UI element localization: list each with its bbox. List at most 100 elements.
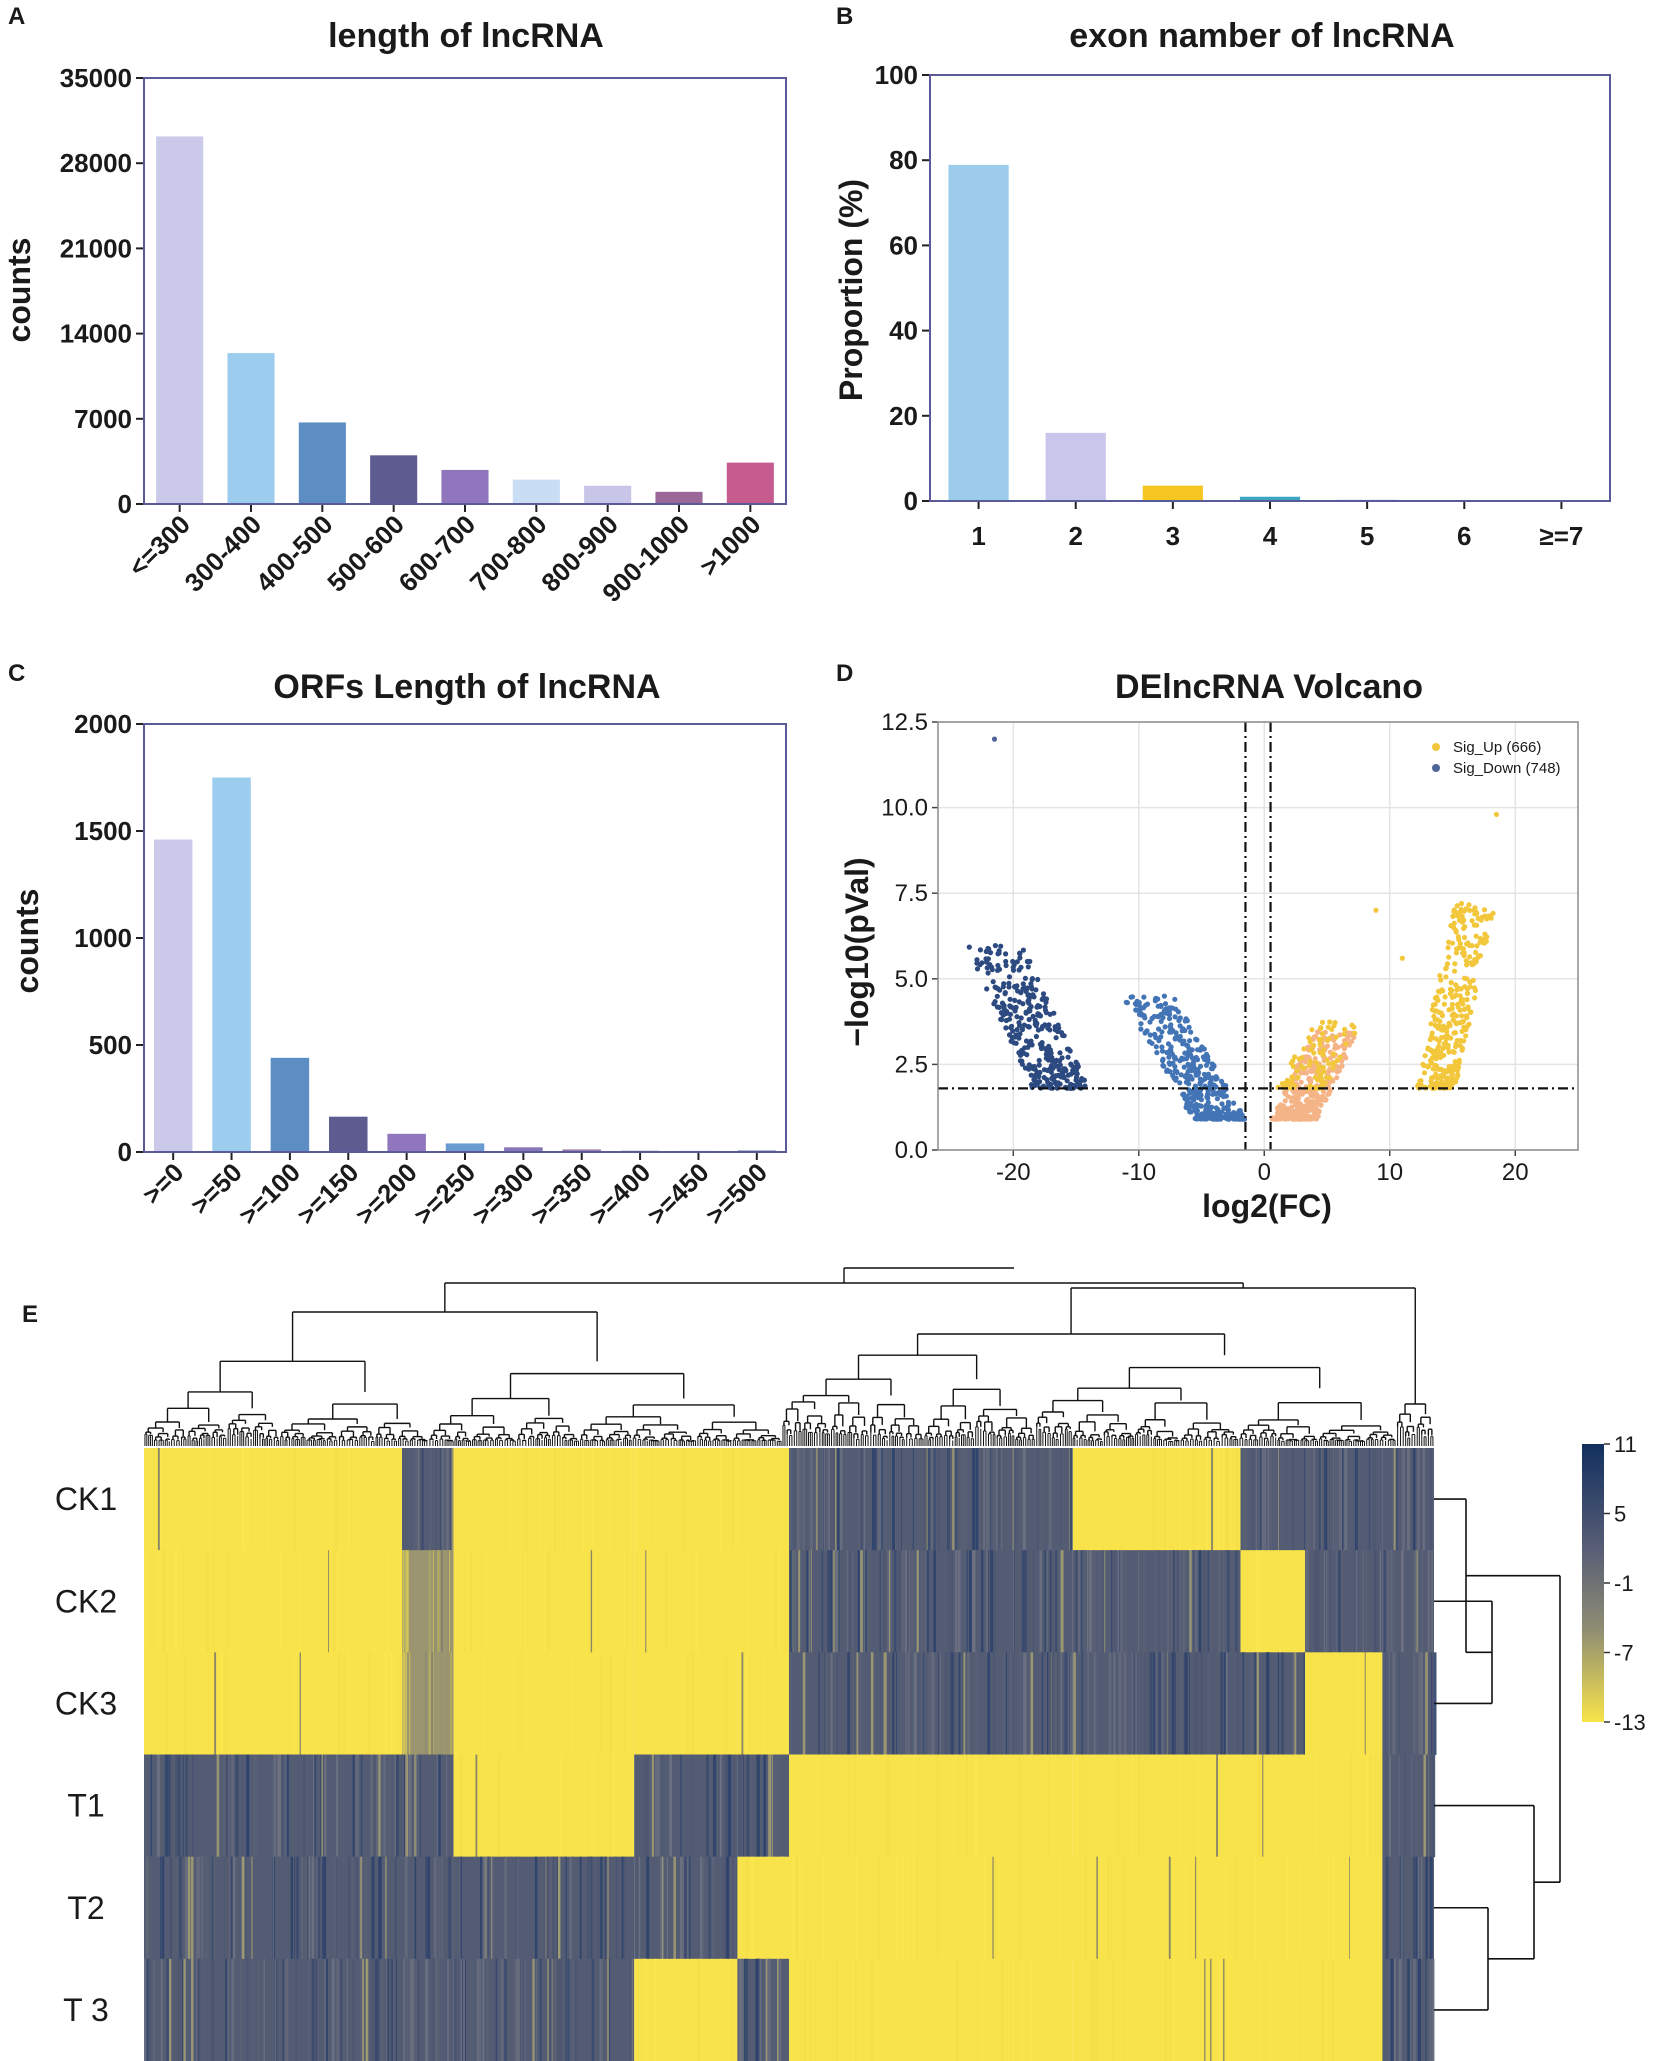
heatmap-stripe <box>1051 1754 1054 1858</box>
heatmap-stripe <box>600 1856 603 1960</box>
heatmap-stripe <box>517 1958 520 2061</box>
heatmap-stripe <box>1055 1550 1057 1653</box>
chart-d-point-down-near-94 <box>1160 1058 1166 1064</box>
heatmap-stripe <box>421 1652 424 1755</box>
heatmap-stripe <box>1022 1448 1026 1551</box>
heatmap-stripe <box>419 1448 423 1551</box>
heatmap-stripe <box>424 1448 427 1551</box>
heatmap-block-4-row-0 <box>737 1448 789 1551</box>
heatmap-stripe <box>321 1856 324 1960</box>
heatmap-stripe <box>315 1856 319 1960</box>
heatmap-stripe <box>434 1856 437 1960</box>
heatmap-stripe <box>184 1856 188 1960</box>
heatmap-stripe <box>755 1754 758 1858</box>
chart-d-point-up-far-307 <box>1432 1066 1438 1072</box>
heatmap-stripe <box>597 1754 599 1858</box>
heatmap-stripe <box>1193 1856 1196 1960</box>
heatmap-stripe <box>730 1550 732 1653</box>
heatmap-stripe <box>1135 1652 1137 1755</box>
chart-d-point-up-far-238 <box>1456 1060 1462 1066</box>
heatmap-stripe <box>802 1448 805 1551</box>
heatmap-stripe <box>348 1754 352 1858</box>
heatmap-stripe <box>952 1448 956 1551</box>
heatmap-stripe <box>1123 1652 1127 1755</box>
chart-c-bar-5 <box>445 1143 485 1152</box>
heatmap-stripe <box>957 1550 961 1653</box>
heatmap-stripe <box>1048 1856 1051 1960</box>
heatmap-stripe <box>620 1448 623 1551</box>
heatmap-stripe <box>1092 1958 1095 2061</box>
chart-d-point-up-far-282 <box>1433 1036 1439 1042</box>
chart-d-point-up-mid-5 <box>1313 1059 1319 1066</box>
heatmap-stripe <box>461 1754 464 1858</box>
heatmap-stripe <box>738 1958 742 2061</box>
heatmap-stripe <box>485 1550 487 1653</box>
heatmap-stripe <box>908 1958 910 2061</box>
chart-d-point-down-near-245 <box>1231 1100 1237 1106</box>
heatmap-stripe <box>516 1856 520 1960</box>
heatmap-stripe <box>550 1550 553 1653</box>
chart-d-point-up-far-157 <box>1438 1066 1444 1072</box>
heatmap-stripe <box>1105 1550 1107 1653</box>
chart-d-point-down-far-200 <box>1028 984 1034 990</box>
chart-a-xtick-label-4: 600-700 <box>393 509 482 598</box>
chart-d-point-up-near-335 <box>1345 1035 1351 1041</box>
heatmap-stripe <box>213 1550 215 1653</box>
heatmap-stripe <box>730 1958 732 2061</box>
heatmap-stripe <box>278 1754 282 1858</box>
heatmap-block-3-row-2 <box>634 1652 738 1755</box>
heatmap-stripe <box>182 1754 185 1858</box>
chart-b-ytick-label-4: 80 <box>889 145 918 175</box>
heatmap-stripe <box>184 1652 186 1755</box>
chart-d-point-up-near-363 <box>1290 1115 1297 1122</box>
chart-a-bar-0 <box>156 136 204 504</box>
heatmap-stripe <box>1226 1448 1229 1551</box>
heatmap-stripe <box>191 1958 193 2061</box>
heatmap-stripe <box>905 1652 908 1755</box>
heatmap-stripe <box>1308 1448 1312 1551</box>
heatmap-stripe <box>403 1754 404 1858</box>
heatmap-stripe <box>870 1958 873 2061</box>
heatmap-stripe <box>263 1958 265 2061</box>
heatmap-stripe <box>549 1958 551 2061</box>
heatmap-stripe <box>1314 1448 1316 1551</box>
heatmap-stripe <box>1314 1550 1316 1653</box>
heatmap-stripe <box>1195 1856 1197 1960</box>
heatmap-stripe <box>950 1652 951 1755</box>
heatmap-stripe <box>1332 1448 1334 1551</box>
heatmap-block-0-row-1 <box>144 1550 402 1653</box>
heatmap-stripe <box>864 1958 867 2061</box>
chart-d-point-down-near-411 <box>1206 1104 1212 1110</box>
heatmap-stripe <box>348 1856 350 1960</box>
chart-d-point-up-near-290 <box>1315 1101 1321 1107</box>
heatmap-stripe <box>665 1856 667 1960</box>
heatmap-stripe <box>877 1448 881 1551</box>
heatmap-stripe <box>247 1958 249 2061</box>
heatmap-stripe <box>579 1856 582 1960</box>
heatmap-stripe <box>441 1754 444 1858</box>
heatmap-stripe <box>1335 1448 1338 1551</box>
heatmap-stripe <box>889 1448 892 1551</box>
heatmap-stripe <box>631 1958 633 2061</box>
chart-a-bar-1 <box>227 353 275 504</box>
heatmap-stripe <box>793 1652 795 1755</box>
heatmap-stripe <box>573 1652 575 1755</box>
heatmap-stripe <box>755 1958 759 2061</box>
heatmap-stripe <box>1324 1448 1328 1551</box>
heatmap-stripe <box>410 1754 412 1858</box>
chart-d-ytick-label-2: 5.0 <box>895 966 928 993</box>
heatmap-stripe <box>513 1550 515 1653</box>
heatmap-stripe <box>1261 1958 1263 2061</box>
heatmap-column-dendrogram <box>144 1267 1434 1446</box>
heatmap-stripe <box>1124 1550 1127 1653</box>
heatmap-stripe <box>402 1550 405 1653</box>
heatmap-stripe <box>604 1856 607 1960</box>
chart-d-point-up-far-38 <box>1443 974 1449 980</box>
heatmap-stripe <box>1224 1550 1227 1653</box>
chart-c-bar-1 <box>212 777 251 1152</box>
heatmap-stripe <box>671 1448 674 1551</box>
chart-d-point-up-mid-19 <box>1327 1019 1333 1025</box>
chart-d-point-up-far-297 <box>1425 1046 1431 1052</box>
chart-d-point-up-far-34 <box>1448 980 1454 986</box>
